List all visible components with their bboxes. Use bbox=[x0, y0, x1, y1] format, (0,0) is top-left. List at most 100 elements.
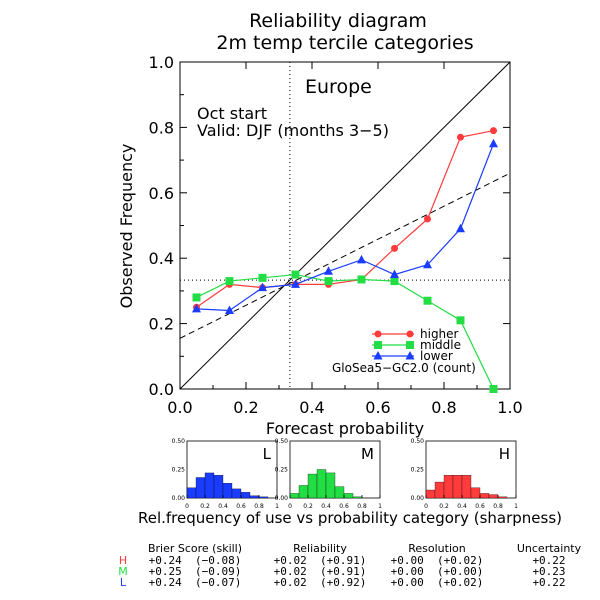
histogram-bar-L bbox=[258, 496, 269, 499]
data-point-lower bbox=[225, 305, 234, 315]
score-value: +0.24 (−0.07) bbox=[149, 576, 242, 589]
histogram-x-tick-label: 0.2 bbox=[439, 503, 449, 510]
histogram-x-tick-label: 0.6 bbox=[236, 503, 246, 510]
histogram-bar-H bbox=[425, 489, 436, 499]
data-point-higher bbox=[457, 133, 464, 141]
histogram-bar-M bbox=[307, 473, 318, 499]
histogram-y-tick-label: 0.00 bbox=[411, 495, 425, 502]
histogram-x-tick-label: 0 bbox=[288, 503, 292, 510]
histogram-x-tick-label: 1 bbox=[275, 503, 279, 510]
x-tick-label: 0.6 bbox=[365, 398, 390, 417]
data-point-middle bbox=[258, 273, 267, 282]
data-point-lower bbox=[324, 266, 333, 275]
histogram-y-tick-label: 0.25 bbox=[172, 467, 186, 474]
histogram-x-tick-label: 0 bbox=[424, 503, 428, 510]
histogram-x-tick-label: 0.8 bbox=[254, 503, 264, 510]
histogram-bar-M bbox=[298, 485, 309, 499]
histogram-bar-H bbox=[479, 493, 490, 499]
histogram-bar-M bbox=[316, 469, 327, 499]
model-label: GloSea5−GC2.0 (count) bbox=[332, 361, 476, 375]
data-point-lower bbox=[291, 279, 300, 288]
score-value: +0.00 (+0.00) bbox=[391, 565, 484, 578]
histogram-x-tick-label: 0.8 bbox=[357, 503, 367, 510]
legend-marker-higher bbox=[374, 330, 382, 338]
score-value: +0.25 (−0.09) bbox=[149, 565, 242, 578]
legend-marker-middle bbox=[406, 341, 414, 349]
data-point-middle bbox=[225, 277, 234, 286]
valid-annotation: Valid: DJF (months 3−5) bbox=[197, 121, 389, 140]
histogram-x-tick-label: 0.6 bbox=[339, 503, 349, 510]
main-plot-area: 0.0 0.2 0.4 0.6 0.8 1.0 0.0 0.2 0.4 0.6 0.8 1.0 high… bbox=[149, 53, 523, 417]
series-line-higher bbox=[196, 130, 494, 308]
legend-label-lower: lower bbox=[420, 349, 453, 363]
legend-marker-lower bbox=[405, 351, 415, 360]
histogram-bar-L bbox=[204, 472, 215, 499]
histogram-bar-H bbox=[497, 496, 508, 499]
data-point-middle bbox=[192, 293, 201, 302]
y-axis-label: Observed Frequency bbox=[117, 144, 136, 309]
histogram-bar-H bbox=[488, 494, 499, 499]
data-point-lower bbox=[192, 303, 201, 313]
score-value: +0.24 (−0.08) bbox=[149, 554, 242, 567]
data-point-lower bbox=[357, 254, 366, 264]
legend-marker-middle bbox=[374, 341, 382, 349]
histogram-x-tick-label: 1 bbox=[378, 503, 382, 510]
histogram-y-tick-label: 0.00 bbox=[275, 495, 289, 502]
data-point-higher bbox=[490, 127, 497, 135]
data-point-middle bbox=[291, 270, 300, 279]
perfect-reliability-diagonal bbox=[179, 61, 511, 390]
legend-label-middle: middle bbox=[420, 338, 461, 352]
y-tick-label: 0.2 bbox=[149, 315, 174, 334]
score-category-M: M bbox=[118, 565, 128, 578]
data-point-lower bbox=[489, 138, 498, 148]
histogram-x-tick-label: 0.2 bbox=[200, 503, 210, 510]
score-category-H: H bbox=[119, 554, 127, 567]
data-point-middle bbox=[324, 277, 333, 286]
score-value: +0.02 (+0.92) bbox=[274, 576, 367, 589]
histogram-y-tick-label: 0.25 bbox=[411, 467, 425, 474]
histogram-bar-H bbox=[443, 475, 454, 499]
histogram-bar-H bbox=[470, 487, 481, 499]
histogram-bar-M bbox=[343, 493, 354, 499]
histogram-y-tick-label: 0.50 bbox=[411, 438, 425, 445]
data-point-lower bbox=[456, 223, 465, 233]
score-header: Resolution bbox=[408, 542, 466, 555]
histogram-bar-L bbox=[186, 487, 197, 499]
series-line-lower bbox=[196, 143, 495, 312]
histogram-label-M: M bbox=[361, 445, 374, 463]
histogram-bar-M bbox=[289, 493, 300, 499]
score-value: +0.00 (+0.02) bbox=[391, 554, 484, 567]
histogram-bar-L bbox=[231, 488, 242, 499]
data-point-middle bbox=[456, 316, 465, 325]
histogram-y-tick-label: 0.25 bbox=[275, 467, 289, 474]
histogram-y-tick-label: 0.50 bbox=[172, 438, 186, 445]
y-tick-label: 0.8 bbox=[149, 118, 174, 137]
chart-title: Reliability diagram bbox=[249, 10, 427, 32]
x-tick-label: 0.4 bbox=[299, 398, 324, 417]
histogram-bar-M bbox=[334, 486, 345, 499]
histogram-label-H: H bbox=[499, 445, 510, 463]
histogram-x-tick-label: 0 bbox=[185, 503, 189, 510]
score-header: Brier Score (skill) bbox=[148, 542, 242, 555]
x-tick-label: 0.0 bbox=[167, 398, 192, 417]
region-label: Europe bbox=[305, 76, 372, 98]
histogram-x-tick-label: 0.8 bbox=[493, 503, 503, 510]
x-tick-label: 0.2 bbox=[233, 398, 258, 417]
histogram-x-tick-label: 0.4 bbox=[457, 503, 467, 510]
y-tick-label: 0.4 bbox=[149, 249, 174, 268]
legend-label-higher: higher bbox=[420, 327, 459, 341]
data-point-higher bbox=[424, 215, 431, 223]
regression-line bbox=[179, 172, 511, 339]
score-value: +0.22 bbox=[532, 576, 565, 589]
data-point-higher bbox=[391, 244, 398, 252]
score-category-L: L bbox=[120, 576, 127, 589]
histogram-bar-M bbox=[325, 472, 336, 499]
data-point-middle bbox=[489, 385, 498, 393]
histogram-x-tick-label: 0.4 bbox=[218, 503, 228, 510]
score-value: +0.23 bbox=[532, 565, 565, 578]
score-table: Brier Score (skill) Reliability Resolution… bbox=[118, 542, 581, 589]
histogram-x-tick-label: 1 bbox=[514, 503, 518, 510]
histogram-label-L: L bbox=[263, 445, 272, 463]
